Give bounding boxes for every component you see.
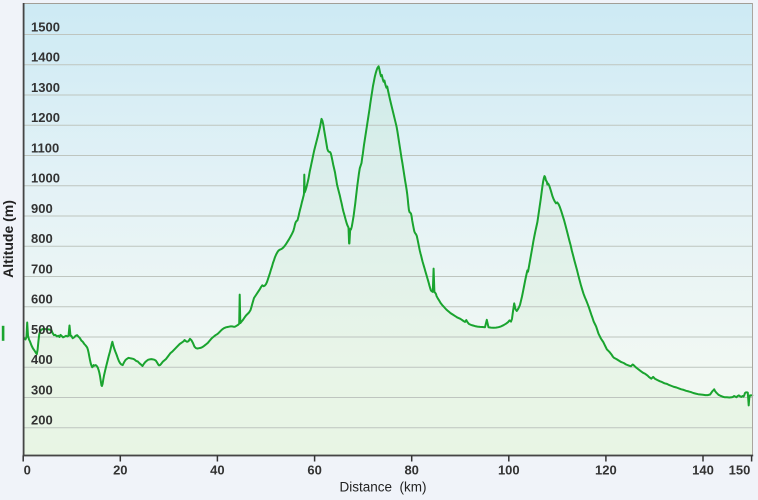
- svg-text:80: 80: [404, 463, 418, 478]
- svg-text:140: 140: [692, 463, 714, 478]
- svg-text:900: 900: [31, 201, 53, 216]
- svg-text:0: 0: [24, 463, 31, 478]
- svg-text:1200: 1200: [31, 110, 60, 125]
- svg-text:Altitude (m): Altitude (m): [0, 200, 16, 278]
- svg-text:600: 600: [31, 292, 53, 307]
- svg-text:400: 400: [31, 352, 53, 367]
- svg-text:1400: 1400: [31, 50, 60, 65]
- svg-text:700: 700: [31, 261, 53, 276]
- svg-text:100: 100: [498, 463, 520, 478]
- svg-text:300: 300: [31, 382, 53, 397]
- svg-text:40: 40: [210, 463, 224, 478]
- svg-text:20: 20: [113, 463, 127, 478]
- svg-text:1100: 1100: [31, 140, 59, 155]
- svg-text:1500: 1500: [31, 19, 60, 34]
- svg-text:1000: 1000: [31, 171, 60, 186]
- svg-text:200: 200: [31, 413, 53, 428]
- svg-text:1300: 1300: [31, 80, 60, 95]
- svg-text:Distance (km): Distance (km): [339, 480, 426, 495]
- svg-text:500: 500: [31, 322, 53, 337]
- svg-text:60: 60: [307, 463, 321, 478]
- svg-text:120: 120: [595, 463, 617, 478]
- svg-text:800: 800: [31, 231, 53, 246]
- svg-text:150: 150: [729, 463, 751, 478]
